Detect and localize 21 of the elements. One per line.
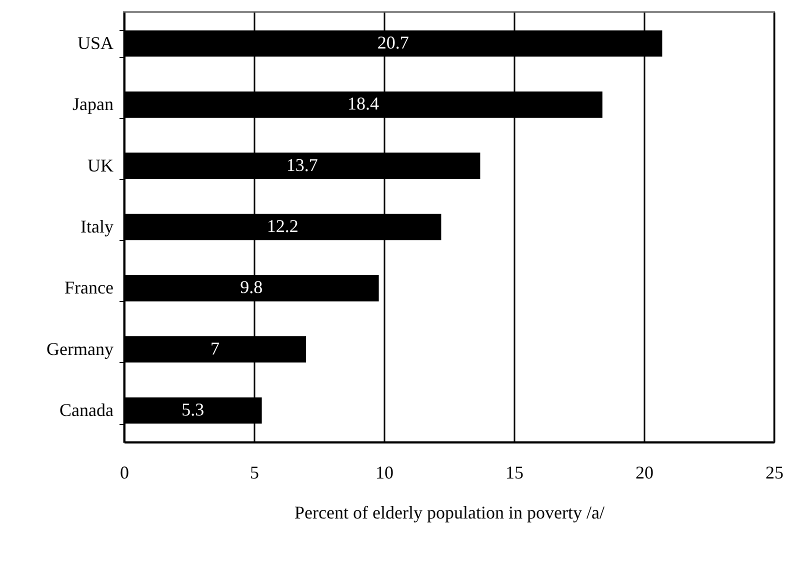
y-tick-label: UK <box>88 155 114 176</box>
x-axis-title: Percent of elderly population in poverty /a/ <box>294 502 604 522</box>
data-label: 9.8 <box>240 277 263 298</box>
x-tick-label: 0 <box>120 462 129 482</box>
x-tick-label: 5 <box>250 462 259 482</box>
data-label: 5.3 <box>182 400 204 420</box>
y-tick-label: Italy <box>80 216 114 236</box>
y-tick-label: Canada <box>60 400 114 420</box>
x-tick-label: 25 <box>766 462 784 482</box>
data-label: 18.4 <box>347 94 379 114</box>
y-tick-label: Japan <box>72 94 114 114</box>
data-label: 13.7 <box>286 154 318 175</box>
x-tick-label: 15 <box>506 462 524 482</box>
data-label: 20.7 <box>377 32 409 52</box>
data-label: 12.2 <box>266 216 298 236</box>
x-tick-label: 20 <box>636 462 654 482</box>
y-tick-label: Germany <box>46 338 114 359</box>
data-label: 7 <box>210 338 220 358</box>
x-tick-label: 10 <box>376 462 394 482</box>
y-tick-label: USA <box>77 33 114 53</box>
y-tick-label: France <box>64 278 114 298</box>
